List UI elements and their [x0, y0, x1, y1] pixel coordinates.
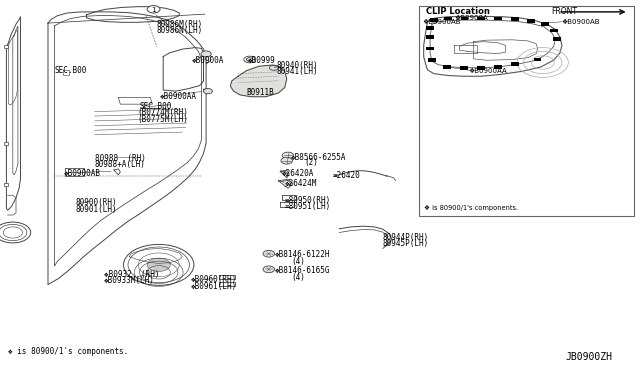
Text: (4): (4): [291, 257, 305, 266]
Text: ❖B0900AB: ❖B0900AB: [562, 19, 600, 25]
Bar: [477, 66, 485, 70]
Circle shape: [282, 152, 294, 159]
Bar: [4, 45, 8, 48]
Text: FRONT: FRONT: [552, 7, 578, 16]
Bar: [443, 65, 451, 69]
Bar: [494, 65, 502, 69]
Text: ❖B0900AA: ❖B0900AA: [468, 68, 508, 74]
Bar: [426, 46, 434, 50]
Bar: [477, 17, 485, 20]
Bar: [430, 18, 438, 22]
Text: ❖B0900AA: ❖B0900AA: [160, 92, 197, 101]
Text: 80900(RH): 80900(RH): [76, 198, 117, 207]
Text: ❖26420A: ❖26420A: [282, 169, 314, 177]
Text: ❖B0999: ❖B0999: [248, 56, 276, 65]
Text: ❖B8566-6255A: ❖B8566-6255A: [291, 153, 347, 161]
Bar: [494, 17, 502, 20]
Bar: [4, 142, 8, 145]
Bar: [444, 17, 452, 20]
Text: ❖B0961(LH): ❖B0961(LH): [191, 282, 237, 291]
Text: (B0774M(RH): (B0774M(RH): [138, 108, 188, 117]
Text: 80944P(RH): 80944P(RH): [383, 233, 429, 242]
Bar: [541, 22, 549, 26]
Text: JB0900ZH: JB0900ZH: [565, 352, 612, 362]
Circle shape: [147, 6, 160, 13]
Circle shape: [201, 51, 211, 57]
Text: ❖ is 80900/1's components.: ❖ is 80900/1's components.: [424, 205, 518, 211]
Bar: [426, 35, 434, 39]
Bar: [461, 17, 468, 20]
Circle shape: [204, 89, 212, 94]
Text: ❖ is 80900/1's components.: ❖ is 80900/1's components.: [8, 347, 128, 356]
Bar: [419, 6, 634, 216]
Bar: [428, 58, 436, 62]
Circle shape: [263, 250, 275, 257]
Text: 80988  (RH): 80988 (RH): [95, 154, 145, 163]
Bar: [511, 62, 519, 66]
Text: 80986M(RH): 80986M(RH): [157, 20, 203, 29]
Circle shape: [269, 65, 278, 70]
Text: (2): (2): [304, 158, 318, 167]
Text: 80986N(LH): 80986N(LH): [157, 26, 203, 35]
Text: B0911B: B0911B: [246, 88, 274, 97]
Text: SEC.B00: SEC.B00: [54, 66, 87, 75]
Bar: [527, 19, 535, 23]
Text: (4): (4): [291, 273, 305, 282]
Bar: [534, 58, 541, 61]
Circle shape: [147, 258, 170, 272]
Bar: [460, 66, 468, 70]
Text: 1: 1: [151, 7, 156, 13]
Text: ❖B0900A: ❖B0900A: [192, 56, 225, 65]
Text: ❖B0900A: ❖B0900A: [454, 15, 488, 21]
Circle shape: [263, 266, 275, 273]
Bar: [550, 29, 558, 32]
Text: ❖B0960(RH): ❖B0960(RH): [191, 275, 237, 284]
Circle shape: [281, 157, 292, 164]
Text: 80941(LH): 80941(LH): [276, 67, 318, 76]
Polygon shape: [230, 65, 287, 97]
Text: 80940(RH): 80940(RH): [276, 61, 318, 70]
Text: ≖80951(LH): ≖80951(LH): [285, 202, 331, 211]
Text: ≖80950(RH): ≖80950(RH): [285, 196, 331, 205]
Text: (B0775M(LH): (B0775M(LH): [138, 115, 188, 124]
Text: ❖B0900AB: ❖B0900AB: [64, 169, 101, 177]
Text: ❖B0932  (RH): ❖B0932 (RH): [104, 270, 159, 279]
Bar: [426, 26, 434, 30]
Text: ❖B8146-6122H: ❖B8146-6122H: [275, 250, 331, 259]
Text: ❖B8146-6165G: ❖B8146-6165G: [275, 266, 331, 275]
Bar: [4, 183, 8, 186]
Bar: [511, 17, 519, 21]
Bar: [553, 37, 561, 41]
Text: CLIP Location: CLIP Location: [426, 7, 490, 16]
Text: ❖26424M: ❖26424M: [285, 179, 317, 187]
Text: 80945P(LH): 80945P(LH): [383, 239, 429, 248]
Text: 80901(LH): 80901(LH): [76, 205, 117, 214]
Text: 80988+A(LH): 80988+A(LH): [95, 160, 145, 169]
Text: ❖B0900AB: ❖B0900AB: [422, 19, 461, 25]
Text: ≖26420: ≖26420: [333, 171, 360, 180]
Text: ❖B0933M(LH): ❖B0933M(LH): [104, 276, 154, 285]
Text: SEC.B00: SEC.B00: [140, 102, 172, 110]
Circle shape: [246, 58, 253, 61]
